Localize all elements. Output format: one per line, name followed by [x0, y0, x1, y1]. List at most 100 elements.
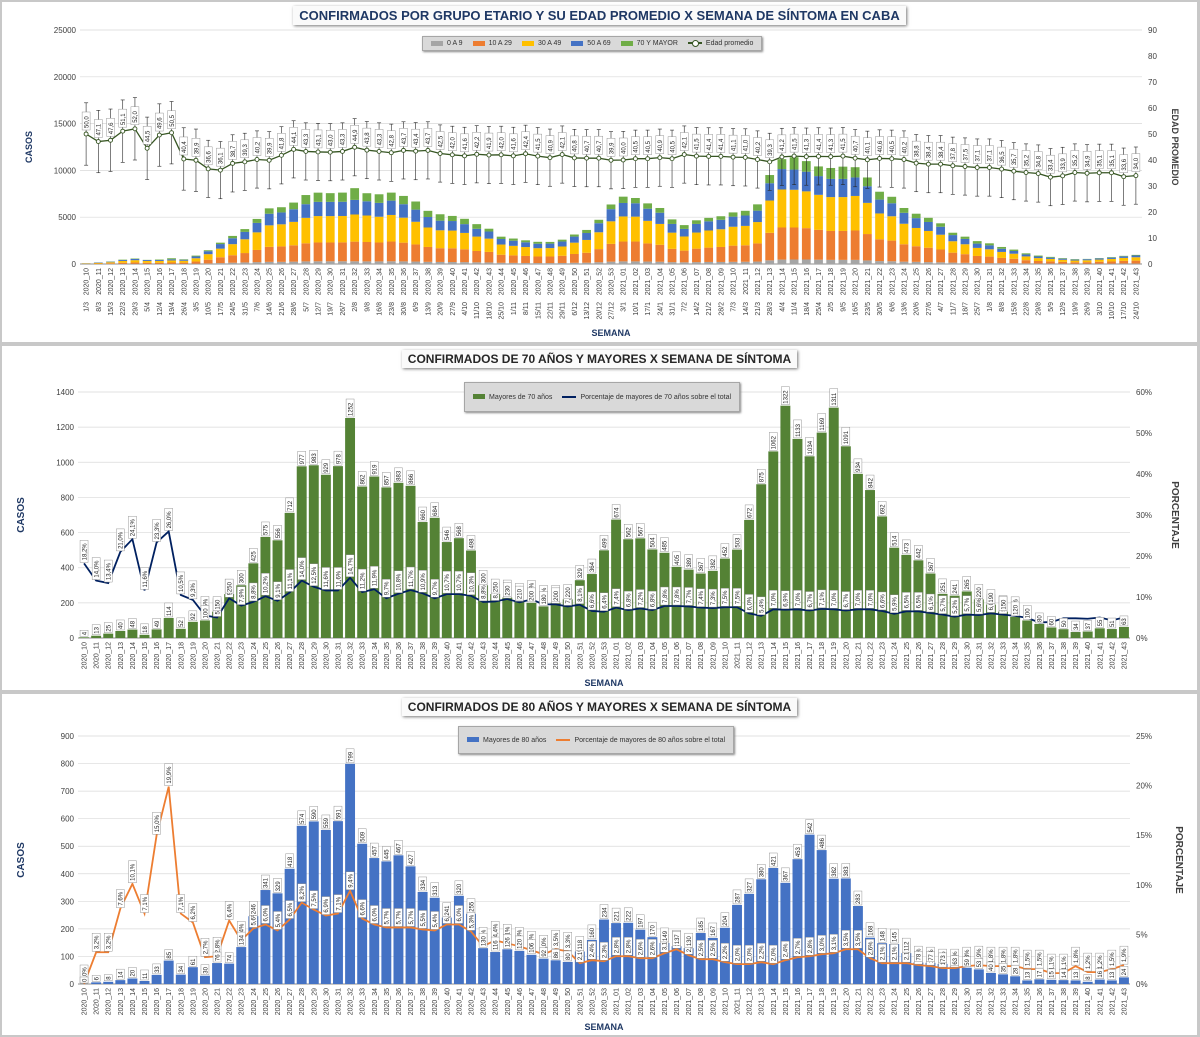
line-marker — [193, 157, 199, 163]
data-label-box — [793, 938, 802, 957]
line-marker — [1072, 170, 1078, 175]
data-label-box — [237, 570, 246, 585]
bar-data-label: 546 — [445, 529, 451, 540]
bar — [1082, 259, 1092, 261]
bar — [667, 248, 677, 263]
bar — [704, 221, 714, 231]
line-data-label: 6,4% — [227, 903, 233, 917]
bar — [838, 178, 848, 198]
x-tick-label: 2021_18 — [819, 988, 826, 1015]
bar-data-label: 120 — [518, 938, 524, 949]
line-data-label: 10,5% — [179, 574, 185, 592]
bar — [103, 981, 114, 984]
x-tick-label: 2021_43 — [1121, 642, 1128, 669]
x-date-label: 26/4 — [181, 302, 188, 316]
bar-data-label: 14 — [1062, 971, 1068, 978]
line-marker — [1011, 168, 1017, 174]
bar — [533, 243, 543, 249]
x-date-label: 27/12 — [609, 302, 616, 320]
data-label-box — [599, 941, 609, 961]
data-label-box — [814, 134, 823, 153]
bar — [850, 259, 860, 264]
line-marker — [816, 153, 821, 159]
bar — [521, 242, 530, 248]
line-data-label: 3,5% — [554, 932, 560, 946]
bar — [142, 262, 152, 264]
legend-line-swatch — [562, 395, 577, 398]
data-label-box — [938, 595, 947, 614]
line-data-label: 40,5 — [890, 140, 896, 152]
line-data-label: 37,5 — [963, 148, 969, 160]
x-tick-label: 2020_44 — [493, 642, 500, 669]
bar — [765, 183, 775, 201]
y-tick-label: 0 — [70, 634, 75, 643]
bar-data-label: 34 — [179, 965, 185, 972]
x-tick-label: 2021_12 — [755, 268, 762, 295]
x-tick-label: 2020_24 — [251, 642, 258, 669]
y-right-tick-label: 70 — [1148, 78, 1157, 87]
data-label-box — [1070, 150, 1080, 169]
bar — [765, 200, 775, 233]
line-data-label: 43,8 — [365, 132, 371, 144]
bar — [631, 203, 640, 217]
x-tick-label: 2020_29 — [311, 642, 318, 669]
bar — [289, 245, 299, 262]
legend-label: Mayores de 80 años — [483, 736, 547, 744]
data-label-box — [998, 596, 1008, 611]
data-label-box — [950, 955, 959, 966]
data-label-box — [890, 943, 899, 963]
x-tick-label: 2021_22 — [868, 642, 875, 669]
line-data-label: 33,9 — [1061, 158, 1067, 170]
data-label-box — [357, 899, 367, 918]
x-tick-label: 2021_31 — [976, 642, 983, 669]
data-label-box — [877, 501, 887, 516]
x-tick-label: 2020_27 — [291, 268, 298, 295]
bar — [936, 234, 945, 250]
bar — [533, 256, 543, 264]
data-label-box — [91, 933, 101, 952]
bar — [716, 246, 726, 262]
data-label-box — [411, 128, 420, 148]
data-label-box — [853, 590, 863, 609]
x-tick-label: 2021_13 — [767, 268, 774, 295]
x-tick-label: 2021_30 — [975, 268, 982, 295]
bar — [768, 867, 779, 984]
bar-data-label: 1322 — [784, 390, 790, 404]
line-data-label: 41,3 — [805, 138, 811, 150]
chart-70-plus-svg: 02004006008001000120014000%10%20%30%40%5… — [16, 386, 1180, 688]
bar-data-label: 567 — [639, 526, 645, 537]
data-label-box — [297, 810, 306, 826]
bar — [826, 197, 836, 231]
data-label-box — [563, 584, 572, 599]
chart-title: CONFIRMADOS DE 80 AÑOS Y MAYORES X SEMAN… — [2, 698, 1197, 716]
bar — [562, 961, 573, 984]
bar — [1021, 260, 1031, 264]
data-label-box — [716, 134, 726, 153]
bar — [447, 230, 457, 249]
y-tick-label: 5000 — [58, 213, 76, 222]
data-label-box — [430, 579, 439, 598]
data-label-box — [708, 939, 718, 959]
data-label-box — [179, 136, 188, 156]
data-label-box — [128, 860, 137, 884]
data-label-box — [430, 911, 439, 930]
bar-data-label: 0 — [82, 978, 88, 982]
bar-data-label: 1311 — [832, 392, 838, 406]
x-tick-label: 2021_05 — [662, 642, 669, 669]
line-marker — [1060, 173, 1066, 179]
bar — [728, 212, 738, 217]
y-right-tick-label: 20% — [1136, 552, 1152, 561]
bar — [923, 221, 933, 231]
data-label-box — [720, 942, 730, 962]
bar — [582, 262, 591, 264]
bar — [228, 235, 237, 239]
line-marker — [376, 148, 382, 154]
bar — [985, 263, 994, 264]
x-tick-label: 2020_40 — [444, 988, 451, 1015]
x-tick-label: 2020_21 — [215, 988, 222, 1015]
data-label-box — [1009, 148, 1019, 168]
bar — [582, 252, 591, 263]
x-tick-label: 2020_22 — [227, 642, 234, 669]
x-tick-label: 2020_51 — [577, 988, 584, 1015]
x-tick-label: 2021_19 — [831, 642, 838, 669]
